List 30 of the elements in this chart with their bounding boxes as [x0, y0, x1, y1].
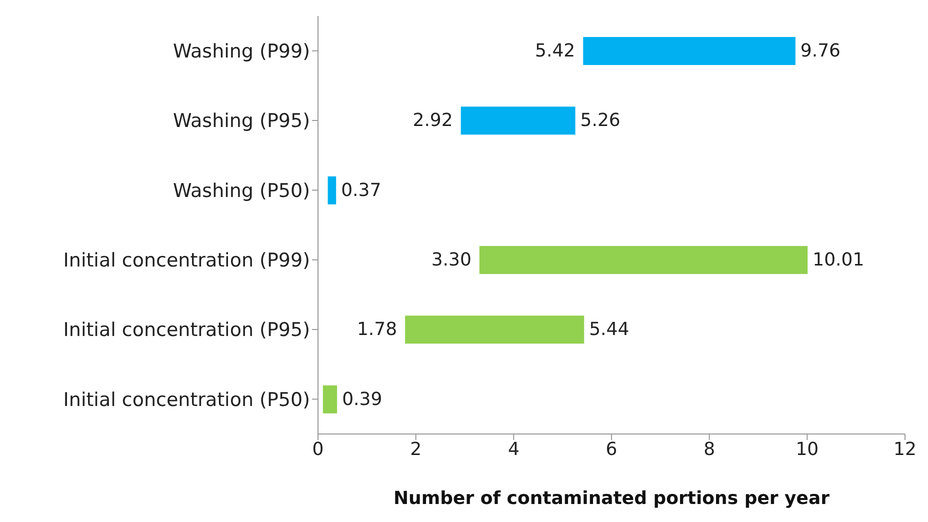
x-tick-label: 2 [410, 438, 422, 460]
y-tick-label: Washing (P95) [172, 110, 310, 132]
bar [328, 176, 336, 204]
x-tick-label: 4 [508, 438, 520, 460]
data-label: 0.39 [342, 388, 382, 410]
annotation: 5.42 [535, 40, 576, 62]
data-label: 9.76 [800, 40, 841, 62]
annotation: 2.92 [412, 110, 453, 132]
y-tick-label: Washing (P50) [172, 180, 310, 202]
x-tick-label: 0 [312, 438, 324, 460]
annotation: 1.78 [356, 319, 398, 340]
bar [460, 106, 576, 135]
bar [405, 316, 584, 344]
x-tick-label: 8 [704, 438, 716, 460]
y-tick-label: Initial concentration (P50) [63, 388, 310, 411]
y-tick-label: Washing (P99) [172, 40, 310, 63]
data-label: 0.37 [341, 180, 382, 201]
data-label: 10.01 [812, 250, 864, 270]
annotation: 3.30 [431, 250, 472, 270]
x-tick-label: 10 [796, 438, 819, 460]
bar [583, 37, 796, 65]
data-label: 5.44 [589, 319, 630, 340]
bar [479, 246, 808, 274]
x-tick-label: 6 [606, 438, 618, 460]
y-tick-label: Initial concentration (P95) [63, 319, 310, 342]
bar [322, 385, 338, 414]
x-tick-label: 12 [894, 438, 916, 460]
y-tick-label: Initial concentration (P99) [63, 250, 310, 272]
data-label: 5.26 [580, 110, 620, 132]
x-axis-title: Number of contaminated portions per year [393, 488, 830, 509]
